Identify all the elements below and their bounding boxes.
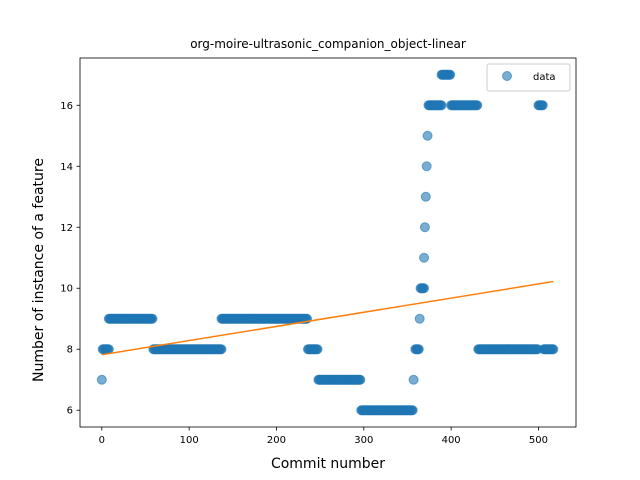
y-tick-label: 12 <box>60 223 73 234</box>
data-point <box>147 313 158 324</box>
y-tick-label: 16 <box>60 101 73 112</box>
data-point <box>414 313 425 324</box>
data-point <box>436 100 447 111</box>
y-axis-label: Number of instance of a feature <box>31 158 47 382</box>
legend-marker-data <box>502 71 512 81</box>
data-point <box>312 344 323 355</box>
data-point <box>548 344 559 355</box>
data-point <box>422 130 433 141</box>
data-point <box>419 252 430 263</box>
data-point <box>96 374 107 385</box>
y-tick-label: 14 <box>60 162 73 173</box>
data-point <box>420 191 431 202</box>
data-point <box>355 374 366 385</box>
x-tick-label: 300 <box>354 435 373 446</box>
data-point <box>472 100 483 111</box>
data-point <box>407 405 418 416</box>
x-tick-label: 0 <box>99 435 105 446</box>
x-tick-label: 100 <box>180 435 199 446</box>
data-point <box>408 374 419 385</box>
axes: 0 100 200 300 400 500 6 8 10 12 14 16 <box>60 57 577 446</box>
plot-area <box>96 69 559 416</box>
y-tick-label: 6 <box>67 406 73 417</box>
x-tick-label: 500 <box>529 435 548 446</box>
y-tick-label: 8 <box>67 345 73 356</box>
axes-frame <box>79 57 577 428</box>
fit-line <box>101 280 554 356</box>
data-point <box>216 344 227 355</box>
legend-label-data: data <box>533 72 556 83</box>
x-axis-label: Commit number <box>271 456 385 472</box>
legend: data <box>486 63 571 92</box>
legend-box <box>486 63 571 92</box>
data-point <box>413 344 424 355</box>
data-point <box>419 222 430 233</box>
data-point <box>537 100 548 111</box>
x-tick-label: 200 <box>267 435 286 446</box>
data-point <box>445 69 456 80</box>
x-tick-label: 400 <box>442 435 461 446</box>
data-point <box>419 283 430 294</box>
chart-title: org-moire-ultrasonic_companion_object-li… <box>190 37 466 51</box>
y-tick-label: 10 <box>60 284 73 295</box>
data-point <box>421 161 432 172</box>
